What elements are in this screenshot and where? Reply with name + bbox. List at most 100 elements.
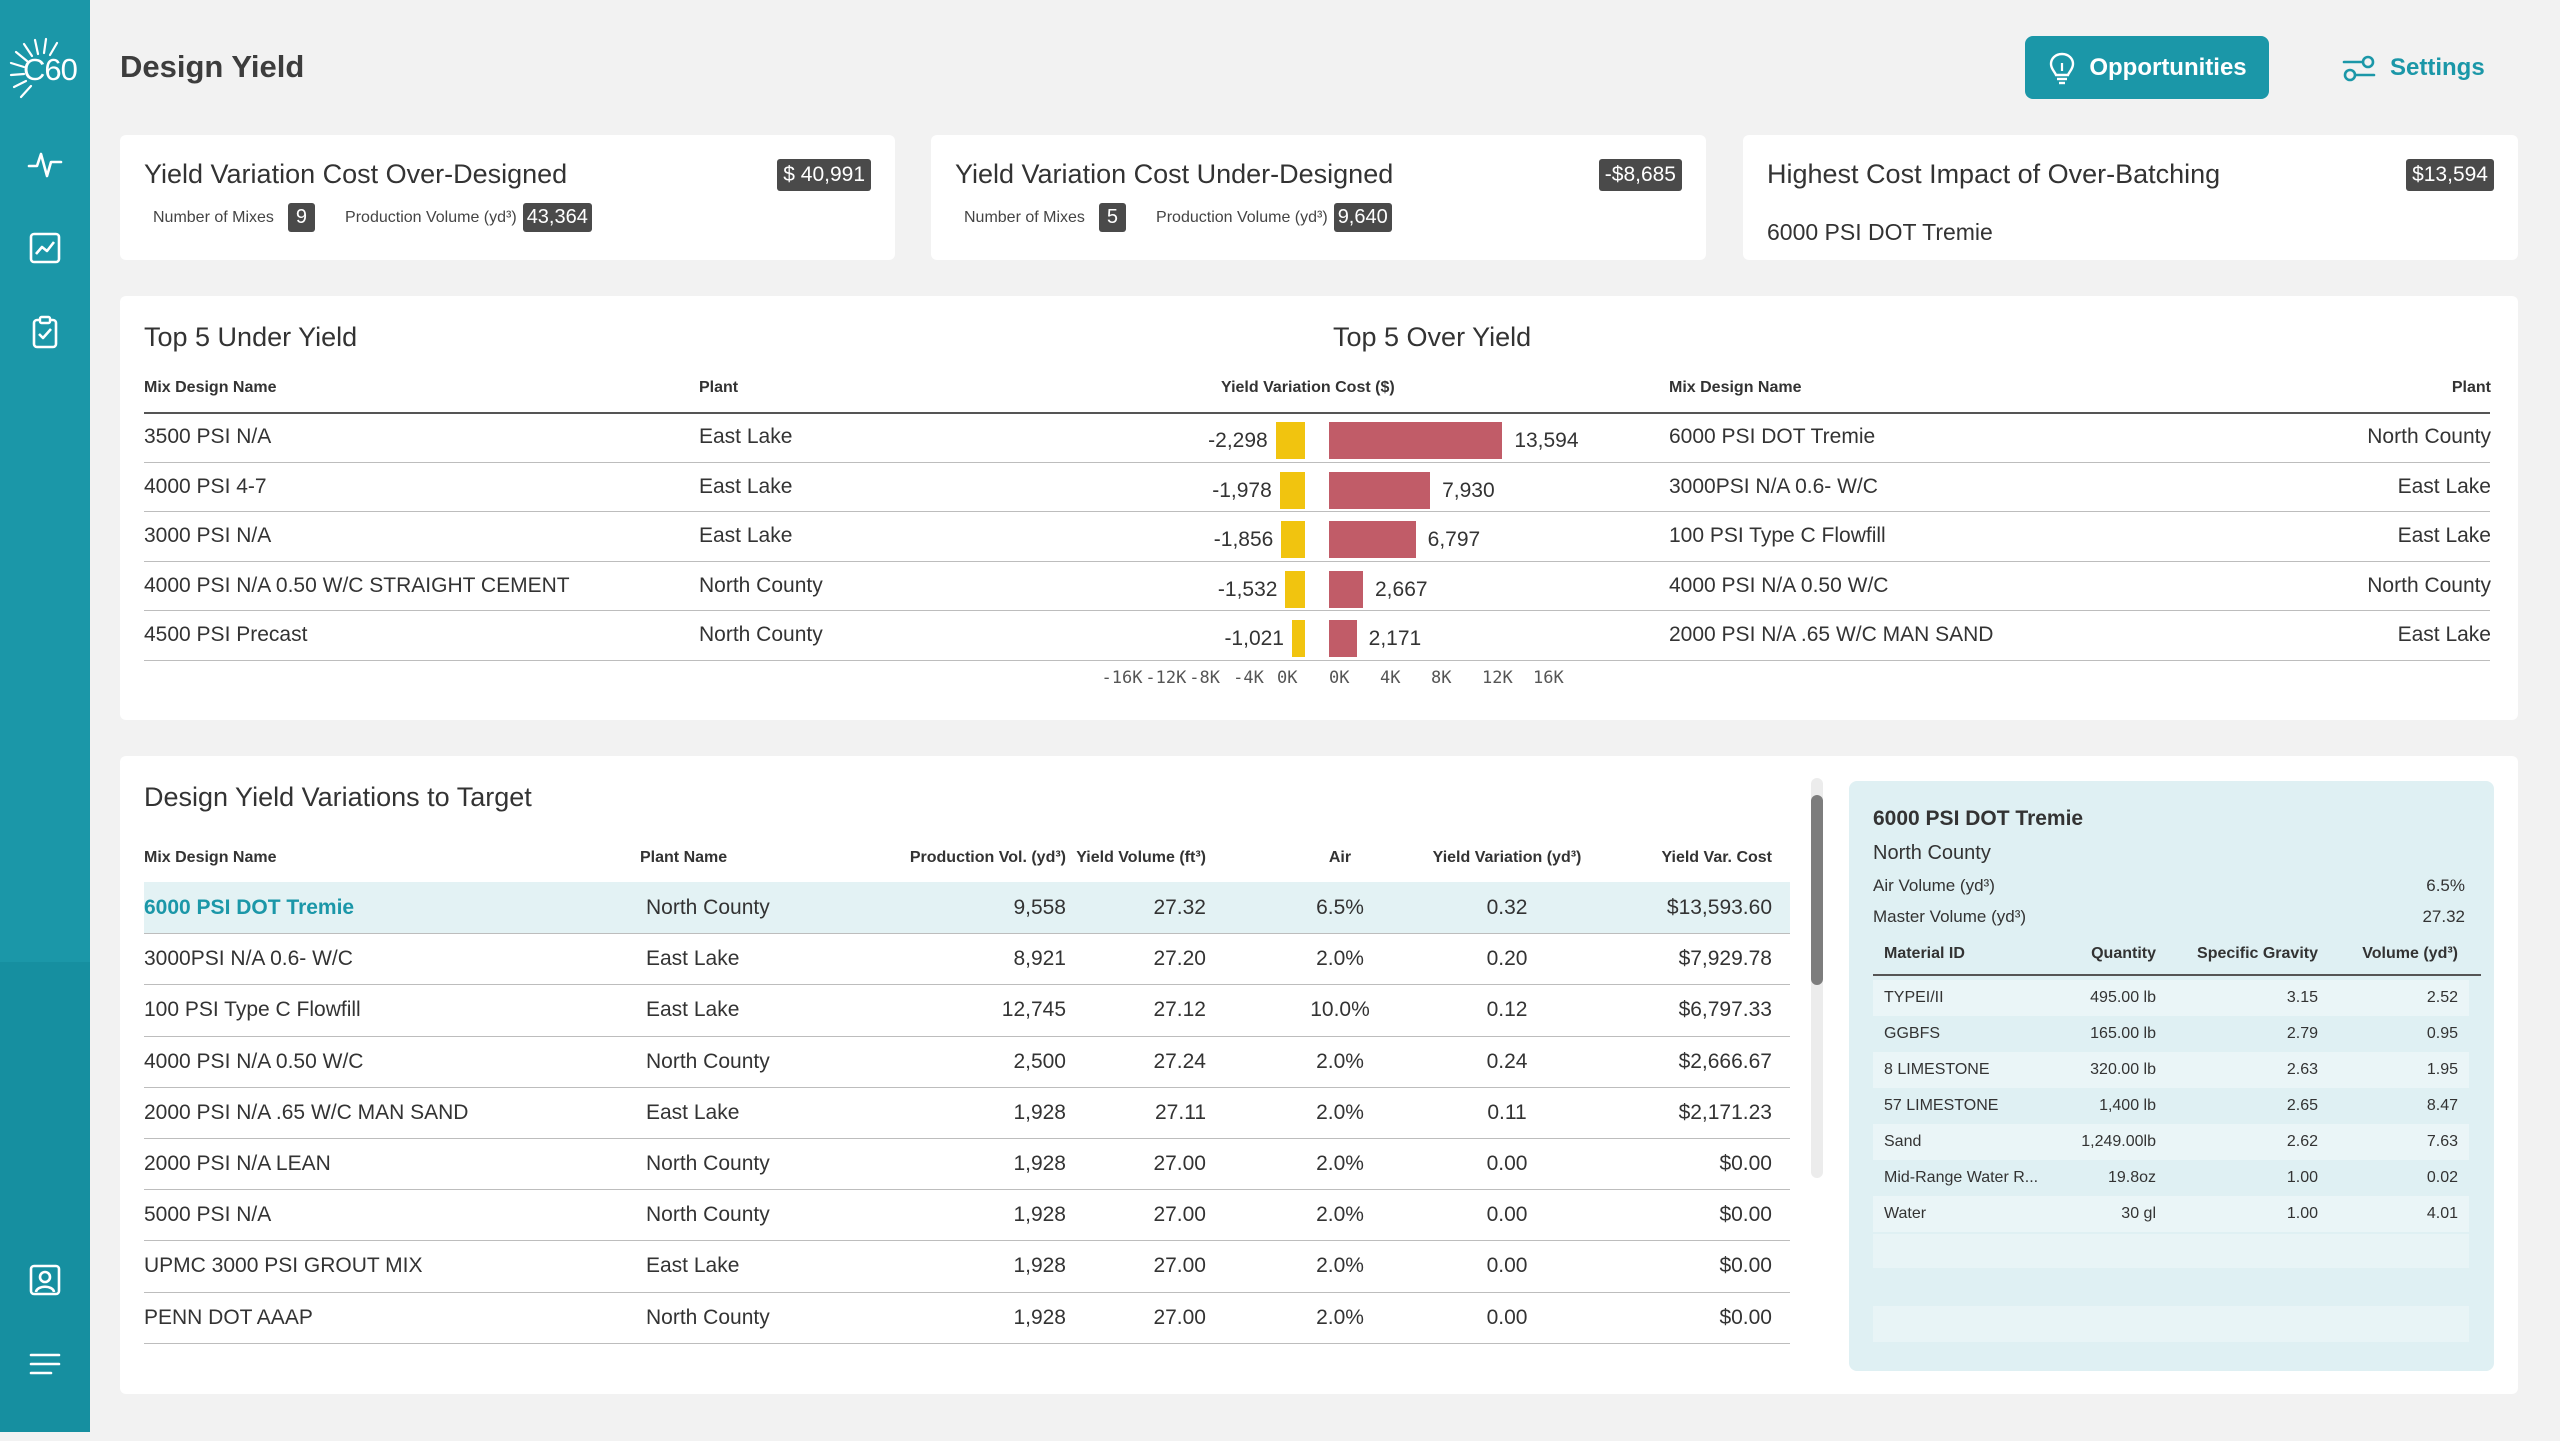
volume-label: Production Volume (yd³)	[1156, 208, 1328, 226]
table-cell-mix-name[interactable]: 6000 PSI DOT Tremie	[144, 896, 355, 919]
materials-cell: 8 LIMESTONE	[1884, 1061, 1990, 1078]
table-cell-mix-name[interactable]: 2000 PSI N/A LEAN	[144, 1152, 331, 1175]
table-cell-mix-name[interactable]: 100 PSI Type C Flowfill	[144, 998, 361, 1022]
table-cell: 2.0%	[1316, 1100, 1364, 1124]
table-cell: 9,558	[1013, 896, 1066, 919]
materials-cell: 1,400 lb	[2099, 1097, 2156, 1114]
materials-cell: Sand	[1884, 1133, 1922, 1150]
row-divider	[144, 1138, 1790, 1139]
materials-cell: 57 LIMESTONE	[1884, 1097, 1999, 1114]
kpi-mix-name: 6000 PSI DOT Tremie	[1767, 219, 1993, 245]
table-cell: 2.0%	[1316, 1152, 1364, 1175]
table-cell: $6,797.33	[1678, 998, 1772, 1022]
table-cell: North County	[646, 1305, 770, 1329]
menu-icon[interactable]	[27, 1346, 63, 1382]
materials-cell: 2.79	[2286, 1025, 2318, 1042]
kpi-title: Highest Cost Impact of Over-Batching	[1767, 159, 2221, 189]
table-cell: 0.32	[1486, 896, 1528, 919]
kpi-sub: Number of Mixes 9 Production Volume (yd³…	[153, 203, 592, 232]
variations-col-head: Yield Var. Cost	[1661, 849, 1772, 866]
col-head-cost: Yield Variation Cost ($)	[1221, 379, 1395, 396]
table-cell-mix-name[interactable]: PENN DOT AAAP	[144, 1305, 313, 1329]
row-divider	[144, 1291, 1790, 1293]
over-bar	[1329, 570, 1363, 608]
over-bar-label: 6,797	[1427, 528, 1481, 552]
user-badge-icon[interactable]	[27, 1262, 63, 1298]
row-divider	[144, 660, 2490, 661]
sidebar: C60	[0, 0, 90, 1432]
under-mix-name: 4000 PSI N/A 0.50 W/C STRAIGHT CEMENT	[144, 573, 570, 597]
table-cell: $2,171.23	[1678, 1100, 1772, 1124]
row-divider	[144, 511, 2490, 513]
over-plant: East Lake	[2397, 623, 2491, 647]
table-cell: 27.12	[1153, 998, 1206, 1022]
materials-cell: 2.63	[2286, 1061, 2318, 1078]
variations-col-head: Plant Name	[640, 849, 728, 866]
volume-value: 43,364	[522, 203, 592, 232]
lightbulb-icon	[2050, 52, 2075, 84]
axis-tick-negative: -4K	[1233, 668, 1264, 688]
table-cell-mix-name[interactable]: 3000PSI N/A 0.6- W/C	[144, 947, 353, 971]
materials-cell: 7.63	[2426, 1133, 2458, 1150]
col-head-mix-right: Mix Design Name	[1669, 379, 1802, 396]
over-bar	[1329, 422, 1503, 459]
kpi-card-under-designed: Yield Variation Cost Under-Designed -$8,…	[931, 135, 1706, 260]
top5-card	[120, 296, 2518, 720]
table-cell-mix-name[interactable]: 5000 PSI N/A	[144, 1203, 272, 1227]
pulse-icon[interactable]	[27, 146, 63, 182]
table-cell: 6.5%	[1316, 896, 1364, 919]
over-plant: North County	[2367, 425, 2491, 448]
col-head-mix: Mix Design Name	[144, 379, 277, 396]
logo[interactable]: C60	[8, 34, 84, 104]
materials-row-bg	[1873, 1052, 2469, 1088]
table-cell: 27.00	[1153, 1203, 1206, 1227]
materials-cell: 4.01	[2426, 1205, 2458, 1222]
table-row-selected[interactable]	[144, 882, 1790, 934]
materials-cell: 2.65	[2286, 1097, 2318, 1114]
table-scrollbar-thumb[interactable]	[1811, 795, 1823, 985]
materials-cell: 1.00	[2286, 1169, 2318, 1186]
opportunities-label: Opportunities	[2089, 53, 2247, 81]
table-cell-mix-name[interactable]: 2000 PSI N/A .65 W/C MAN SAND	[144, 1100, 469, 1124]
row-divider	[144, 560, 2490, 562]
table-cell-mix-name[interactable]: 4000 PSI N/A 0.50 W/C	[144, 1049, 364, 1073]
axis-tick-positive: 8K	[1431, 668, 1452, 688]
row-divider	[144, 984, 1790, 986]
table-cell: 1,928	[1013, 1305, 1066, 1329]
opportunities-button[interactable]: Opportunities	[2025, 36, 2269, 99]
kpi-value-badge: -$8,685	[1598, 159, 1682, 191]
materials-row-bg	[1873, 1124, 2469, 1160]
kpi-title: Yield Variation Cost Over-Designed	[144, 159, 568, 189]
under-bar-label: -1,978	[1212, 478, 1272, 502]
materials-row-bg	[1873, 980, 2469, 1016]
row-divider	[144, 461, 2490, 463]
detail-mix-name: 6000 PSI DOT Tremie	[1873, 807, 2084, 830]
table-cell: $2,666.67	[1678, 1049, 1772, 1073]
under-bar-label: -1,532	[1217, 577, 1278, 601]
under-bar-label: -1,021	[1224, 627, 1284, 651]
table-cell: North County	[646, 1152, 770, 1175]
settings-button[interactable]: Settings	[2342, 36, 2492, 99]
clipboard-check-icon[interactable]	[27, 314, 63, 350]
header-divider	[144, 412, 2490, 414]
materials-cell: 1,249.00lb	[2081, 1133, 2156, 1150]
materials-cell: 2.52	[2426, 989, 2458, 1006]
table-cell: 27.00	[1153, 1254, 1206, 1278]
axis-tick-positive: 16K	[1533, 668, 1564, 688]
under-plant: East Lake	[699, 425, 793, 448]
axis-tick-positive: 0K	[1329, 668, 1350, 688]
chart-icon[interactable]	[27, 230, 63, 266]
top5-over-title: Top 5 Over Yield	[1333, 322, 1532, 352]
table-cell: 27.20	[1153, 947, 1206, 971]
under-bar-label: -1,856	[1213, 528, 1274, 552]
table-cell-mix-name[interactable]: UPMC 3000 PSI GROUT MIX	[144, 1254, 423, 1278]
table-cell: 27.00	[1153, 1152, 1206, 1175]
over-bar	[1329, 620, 1357, 658]
materials-col-head: Specific Gravity	[2197, 945, 2318, 962]
sunburst-icon	[9, 37, 59, 99]
table-cell: 1,928	[1013, 1203, 1066, 1227]
under-mix-name: 4500 PSI Precast	[144, 623, 308, 647]
materials-empty-row	[1873, 1234, 2469, 1268]
row-divider	[144, 1342, 1790, 1344]
materials-cell: 0.95	[2426, 1025, 2458, 1042]
